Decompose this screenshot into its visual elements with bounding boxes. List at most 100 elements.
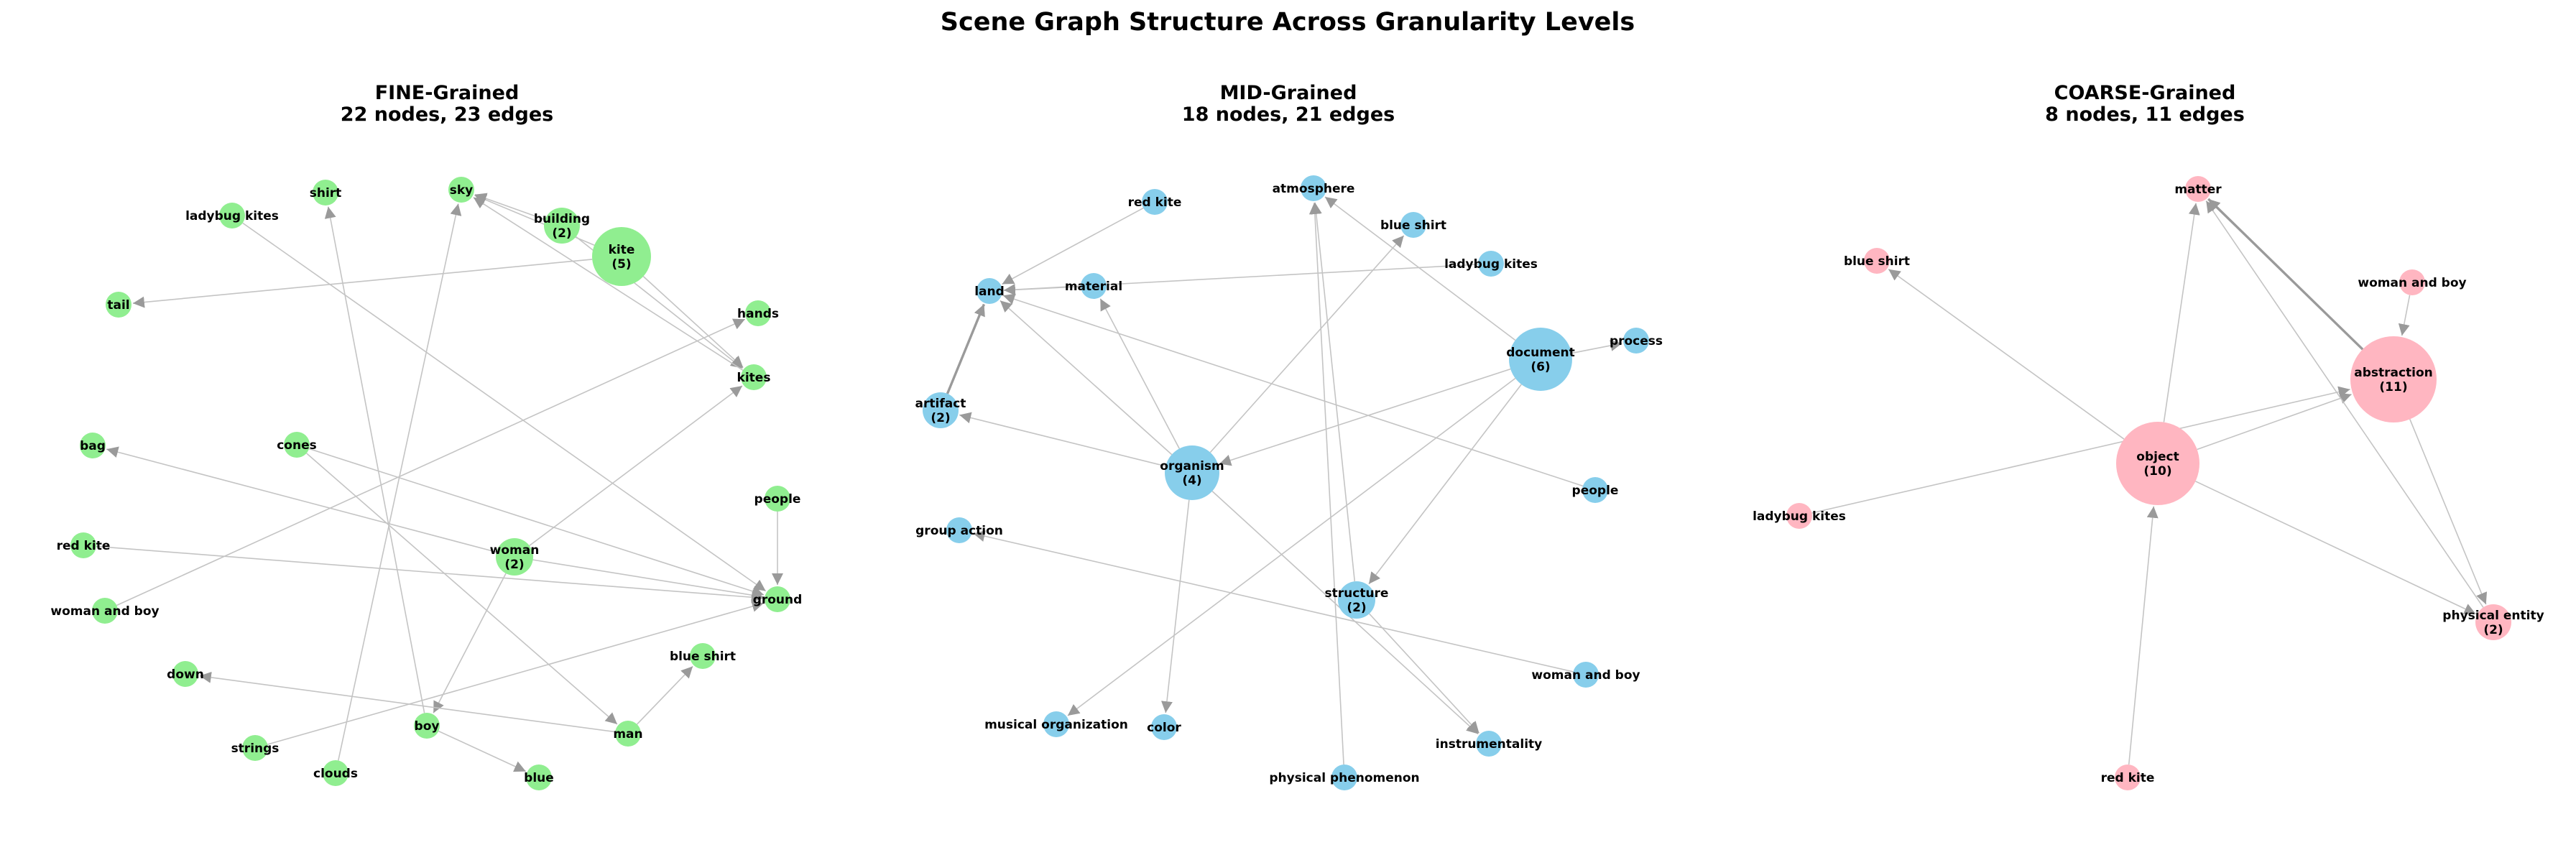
- node-label: atmosphere: [1273, 182, 1355, 196]
- node-label: kite: [609, 243, 635, 257]
- node-physical-entity: physical entity(2): [2442, 604, 2544, 640]
- node-layer-mid: red kite atmosphere blue shirt ladybug kite…: [915, 175, 1663, 790]
- panel-subtitle-coarse: 8 nodes, 11 edges: [2045, 103, 2245, 126]
- node-process: process: [1610, 328, 1663, 354]
- node-label: (6): [1531, 360, 1550, 374]
- node-structure: structure(2): [1325, 581, 1389, 619]
- node-object: object(10): [2116, 422, 2199, 505]
- edge-boy-to-blue: [438, 730, 527, 772]
- node-label: kites: [737, 371, 771, 385]
- node-label: (2): [2483, 623, 2503, 637]
- node-label: bag: [80, 439, 106, 453]
- node-bag: bag: [80, 433, 106, 458]
- node-tail: tail: [106, 292, 131, 318]
- node-circle: [219, 203, 245, 228]
- edge-organism-to-artifact: [959, 412, 1166, 467]
- node-instrumentality: instrumentality: [1436, 731, 1542, 757]
- node-label: hands: [737, 307, 779, 321]
- node-label: boy: [415, 719, 440, 734]
- node-physical-phenomenon: physical phenomenon: [1269, 764, 1420, 790]
- node-label: material: [1065, 280, 1122, 294]
- node-label: (2): [1347, 601, 1366, 615]
- node-artifact: artifact(2): [915, 392, 966, 428]
- node-circle: [414, 713, 440, 739]
- node-label: people: [1572, 484, 1619, 498]
- edge-people-to-land: [1002, 293, 1584, 487]
- node-circle: [2475, 604, 2511, 640]
- node-label: tail: [107, 298, 129, 313]
- edge-cones-to-man: [306, 453, 618, 725]
- node-shirt: shirt: [310, 180, 342, 205]
- edge-ladybug-kites-to-ground: [242, 222, 767, 592]
- edge-woman-and-boy-to-group-action: [973, 530, 1574, 673]
- edge-red-kite-to-ground: [96, 545, 764, 604]
- edge-kite-to-tail: [132, 259, 593, 308]
- node-label: ladybug kites: [1753, 509, 1846, 524]
- edge-red-kite-to-object: [2128, 506, 2159, 765]
- node-label: woman and boy: [2358, 276, 2466, 290]
- node-down: down: [167, 661, 204, 687]
- node-circle: [1165, 445, 1219, 500]
- node-circle: [1623, 328, 1649, 354]
- node-label: (4): [1182, 473, 1201, 488]
- node-musical-organization: musical organization: [984, 711, 1128, 737]
- node-circle: [1301, 175, 1326, 201]
- edge-man-to-blue-shirt: [636, 665, 693, 725]
- node-circle: [1509, 328, 1572, 391]
- node-circle: [92, 598, 118, 624]
- node-label: structure: [1325, 586, 1389, 601]
- node-circle: [1582, 477, 1608, 503]
- node-label: (10): [2143, 464, 2171, 479]
- node-circle: [745, 300, 771, 326]
- edge-cones-to-ground: [308, 448, 765, 597]
- node-label: cones: [277, 438, 317, 453]
- edge-woman-to-ground: [532, 559, 764, 601]
- node-layer-coarse: matter blue shirt woman and boy abstraction…: [1753, 176, 2544, 790]
- edge-woman-and-boy-to-abstraction: [2398, 295, 2411, 336]
- edge-organism-to-land: [1000, 300, 1173, 456]
- panel-subtitle-fine: 22 nodes, 23 edges: [341, 103, 553, 126]
- node-label: musical organization: [984, 718, 1128, 732]
- edge-organism-to-blue-shirt: [1209, 235, 1405, 453]
- edge-man-to-down: [199, 671, 616, 733]
- node-label: blue shirt: [670, 650, 736, 664]
- edge-woman-to-bag: [106, 446, 497, 553]
- node-woman-and-boy: woman and boy: [50, 598, 160, 624]
- node-kites: kites: [737, 364, 771, 390]
- node-label: blue: [524, 771, 554, 785]
- node-label: red kite: [1128, 195, 1182, 210]
- node-label: building: [534, 212, 590, 226]
- node-label: woman and boy: [50, 604, 159, 619]
- node-label: ladybug kites: [185, 209, 279, 223]
- node-circle: [977, 278, 1002, 304]
- node-red-kite: red kite: [1128, 189, 1182, 215]
- node-circle: [1476, 731, 1502, 757]
- node-circle: [2399, 269, 2425, 295]
- node-circle: [1400, 212, 1426, 238]
- edge-document-to-organism: [1219, 368, 1511, 466]
- node-circle: [172, 661, 198, 687]
- node-red-kite: red kite: [2101, 764, 2154, 790]
- node-blue-shirt: blue shirt: [670, 643, 736, 669]
- edge-abstraction-to-physical-entity: [2409, 419, 2488, 605]
- node-label: shirt: [310, 186, 342, 200]
- node-circle: [496, 538, 533, 576]
- node-circle: [615, 721, 641, 747]
- node-label: organism: [1160, 459, 1224, 473]
- edge-abstraction-to-matter: [2207, 198, 2364, 351]
- node-label: (2): [552, 226, 571, 241]
- node-woman: woman(2): [490, 538, 539, 576]
- node-label: blue shirt: [1844, 254, 1910, 269]
- node-circle: [2115, 764, 2141, 790]
- node-label: group action: [915, 524, 1003, 538]
- node-circle: [2350, 336, 2437, 422]
- node-boy: boy: [414, 713, 440, 739]
- node-circle: [741, 364, 767, 390]
- node-color: color: [1147, 714, 1181, 740]
- node-document: document(6): [1506, 328, 1575, 391]
- edge-boy-to-shirt: [324, 206, 425, 713]
- edge-building-to-sky: [474, 193, 545, 221]
- edge-organism-to-material: [1099, 298, 1180, 449]
- node-blue-shirt: blue shirt: [1380, 212, 1446, 238]
